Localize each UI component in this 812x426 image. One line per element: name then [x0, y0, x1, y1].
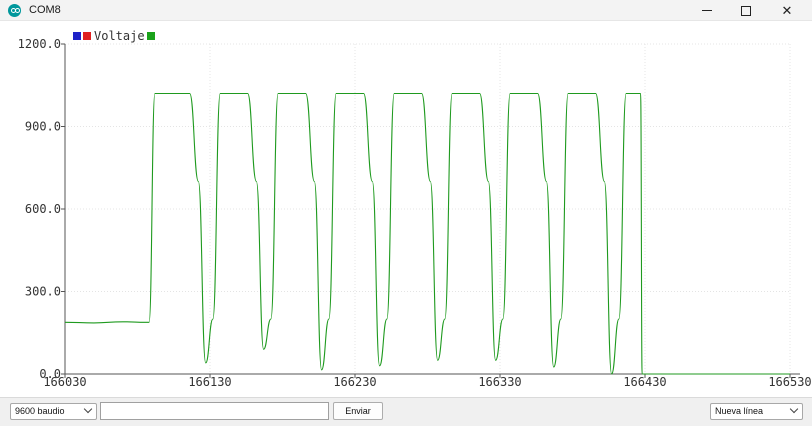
y-tick-label: 300.0: [25, 285, 61, 299]
series-line-voltaje: [64, 92, 790, 375]
send-button[interactable]: Enviar: [333, 402, 383, 420]
legend-label: Voltaje: [94, 29, 145, 43]
line-ending-value: Nueva línea: [715, 406, 764, 416]
status-bar: 9600 baudio Enviar Nueva línea: [0, 397, 812, 426]
close-button[interactable]: ✕: [766, 0, 808, 21]
legend-swatch-red: [83, 32, 91, 40]
y-tick-label: 900.0: [25, 120, 61, 134]
x-tick-label: 166130: [188, 375, 231, 389]
message-input[interactable]: [100, 402, 329, 420]
y-tick-label: 0.0: [39, 367, 61, 381]
maximize-button[interactable]: [725, 0, 767, 21]
x-tick-label: 166430: [623, 375, 666, 389]
close-icon: ✕: [781, 2, 793, 18]
x-tick-label: 166230: [333, 375, 376, 389]
window-title: COM8: [29, 4, 61, 16]
title-bar: COM8 ✕: [0, 0, 812, 21]
chevron-down-icon: [789, 404, 799, 414]
legend-swatch-blue: [73, 32, 81, 40]
y-tick-label: 600.0: [25, 202, 61, 216]
minimize-icon: [702, 10, 712, 11]
chevron-down-icon: [83, 404, 93, 414]
x-tick-label: 166030: [43, 375, 86, 389]
y-tick-label: 1200.0: [18, 37, 61, 51]
serial-plotter-chart: 0.0 300.0 600.0 900.0 1200.0 166030 166130 1662…: [18, 37, 812, 389]
minimize-button[interactable]: [686, 0, 728, 21]
line-ending-select[interactable]: Nueva línea: [710, 403, 803, 420]
arduino-icon: [8, 4, 21, 17]
baud-rate-select[interactable]: 9600 baudio: [10, 403, 97, 420]
x-tick-label: 166530: [768, 375, 811, 389]
legend-swatch-green: [146, 32, 155, 40]
baud-rate-value: 9600 baudio: [15, 406, 65, 416]
x-tick-label: 166330: [478, 375, 521, 389]
chart-legend: Voltaje: [73, 29, 157, 43]
maximize-icon: [741, 5, 751, 16]
